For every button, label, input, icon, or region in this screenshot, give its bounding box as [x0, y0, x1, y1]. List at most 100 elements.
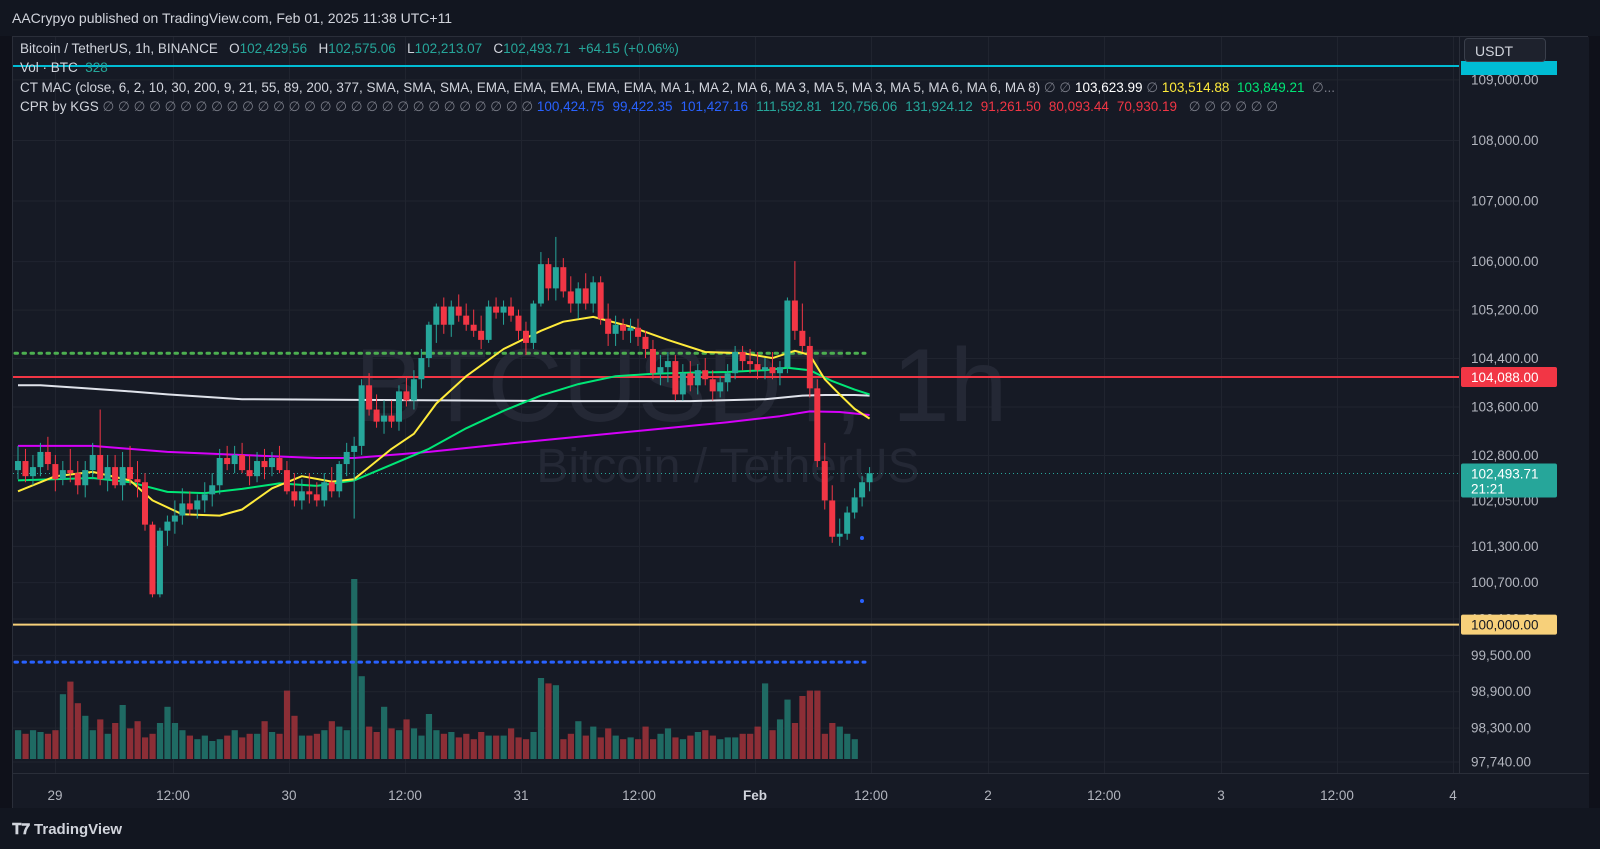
candle-body [156, 530, 163, 595]
tradingview-logo[interactable]: 𝐓𝟕 TradingView [12, 821, 122, 838]
candle-body [82, 470, 89, 486]
candle-body [664, 361, 671, 368]
chart-pane[interactable]: BTCUSDT, 1h Bitcoin / TetherUS 109,000.00 1… [12, 36, 1589, 809]
volume-bar [224, 735, 231, 759]
ctmac-label[interactable]: CT MAC (close, 6, 2, 10, 30, 200, 9, 21,… [20, 80, 1041, 95]
volume-bar [470, 739, 477, 759]
candle-body [179, 503, 186, 516]
candle-body [52, 464, 59, 480]
candle-body [351, 445, 358, 452]
volume-bar [769, 730, 776, 759]
candle-body [97, 454, 104, 480]
volume-bar [522, 739, 530, 759]
volume-bar [799, 696, 806, 759]
cpr-dot [860, 535, 864, 540]
cpr-label[interactable]: CPR by KGS [20, 99, 99, 114]
time-tick-label: 29 [47, 788, 62, 803]
volume-bar [22, 733, 29, 759]
volume-label[interactable]: Vol · BTC [20, 60, 78, 75]
candle-body [493, 306, 500, 313]
volume-bar [627, 737, 634, 759]
candle-body [134, 479, 141, 483]
volume-bar [298, 735, 306, 759]
volume-bar [254, 733, 261, 759]
candle-body [485, 306, 492, 340]
candle-body [358, 385, 365, 446]
volume-bar [776, 719, 784, 759]
top-line-chip [1461, 61, 1557, 75]
volume-bar [537, 678, 545, 759]
volume-bar [657, 733, 664, 759]
candle-body [754, 364, 761, 371]
price-tick-label: 98,300.00 [1471, 721, 1531, 736]
ctmac-na: ∅ ∅ [1043, 80, 1072, 95]
ma-line-yellow [17, 315, 871, 517]
candle-body [635, 327, 642, 337]
volume-bar [642, 726, 649, 759]
candle-body [268, 458, 275, 468]
candle-body [29, 467, 36, 477]
volume-bar [814, 690, 821, 759]
candle-body [209, 485, 216, 495]
volume-value: 328 [85, 60, 108, 75]
time-tick-label: Feb [743, 788, 767, 803]
volume-bar [739, 733, 746, 759]
ctmac-value-1: 103,623.99 [1074, 80, 1143, 95]
currency-button[interactable]: USDT [1464, 38, 1546, 62]
candle-body [186, 503, 193, 510]
price-tick-label: 106,000.00 [1471, 254, 1539, 269]
volume-bar [403, 719, 410, 759]
symbol-title[interactable]: Bitcoin / TetherUS, 1h, BINANCE [20, 41, 218, 56]
volume-bar [194, 739, 201, 759]
candle-body [717, 382, 724, 392]
price-tick-label: 99,500.00 [1471, 648, 1531, 663]
high-label: H [318, 41, 329, 56]
price-label-countdown: 21:21 [1471, 482, 1505, 497]
volume-bar [351, 579, 358, 759]
ctmac-value-3: 103,849.21 [1236, 80, 1305, 95]
cpr-value: 80,093.44 [1048, 99, 1109, 114]
volume-bar [373, 732, 380, 759]
volume-bar [104, 733, 111, 759]
symbol-legend: Bitcoin / TetherUS, 1h, BINANCE O102,429… [20, 41, 679, 56]
time-tick-label: 30 [281, 788, 296, 803]
candle-body [470, 324, 477, 331]
volume-bar [687, 735, 694, 759]
candle-body [620, 324, 627, 331]
price-tick-label: 102,800.00 [1471, 448, 1539, 463]
volume-bar [418, 735, 425, 759]
candle-body [649, 348, 656, 374]
candle-body [657, 367, 664, 374]
volume-bar [844, 733, 851, 759]
volume-bar [89, 730, 96, 759]
time-tick-label: 12:00 [388, 788, 422, 803]
cpr-value: 111,592.81 [756, 99, 822, 114]
candle-body [59, 470, 66, 480]
volume-bar [612, 735, 619, 759]
candle-body [821, 461, 828, 501]
candle-body [321, 482, 328, 501]
volume-bar [186, 735, 194, 759]
price-tick-label: 104,400.00 [1471, 351, 1539, 366]
candle-body [687, 373, 694, 386]
cpr-tail: ∅ ∅ ∅ ∅ ∅ ∅ [1188, 99, 1279, 114]
candle-body [806, 345, 813, 389]
time-tick-label: 12:00 [622, 788, 656, 803]
chart-background [13, 37, 1589, 809]
cpr-legend: CPR by KGS ∅ ∅ ∅ ∅ ∅ ∅ ∅ ∅ ∅ ∅ ∅ ∅ ∅ ∅ ∅… [20, 99, 1278, 115]
time-tick-label: 12:00 [1087, 788, 1121, 803]
volume-bar [664, 728, 672, 759]
volume-bar [732, 737, 739, 759]
candle-body [395, 391, 402, 422]
price-axis[interactable] [1459, 37, 1589, 773]
candle-body [724, 373, 731, 383]
volume-bar [381, 706, 388, 759]
candle-body [313, 494, 320, 501]
candle-body [201, 494, 208, 501]
candle-body [515, 315, 522, 331]
candle-body [216, 458, 223, 486]
volume-bar [478, 732, 485, 759]
cpr-value: 99,422.35 [612, 99, 673, 114]
price-label-tag [1461, 366, 1557, 387]
